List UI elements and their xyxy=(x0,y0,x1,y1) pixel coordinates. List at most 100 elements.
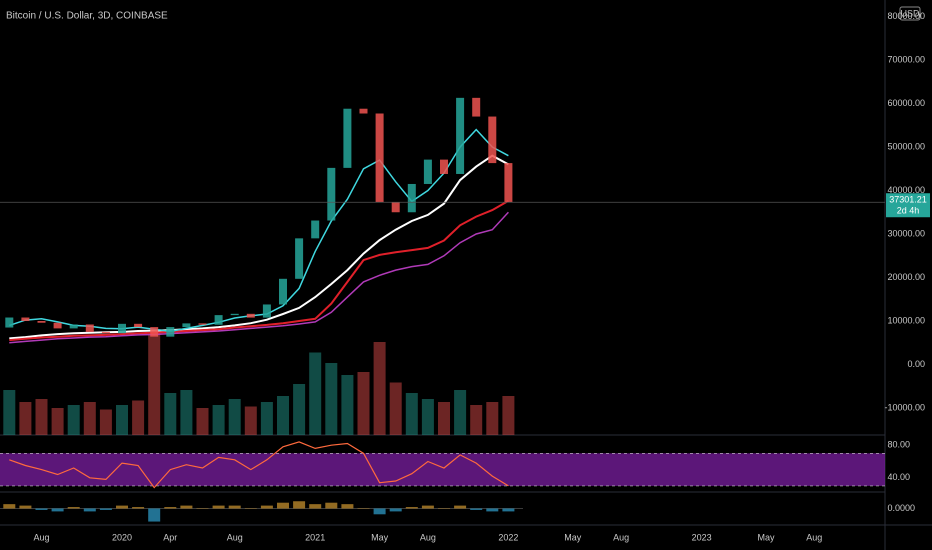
volume-bar xyxy=(180,390,193,435)
candle xyxy=(375,113,384,203)
volume-bar xyxy=(389,382,402,435)
x-tick-label: May xyxy=(371,532,389,542)
macd-bar xyxy=(389,508,402,512)
candle xyxy=(488,116,497,164)
volume-bar xyxy=(421,399,434,435)
macd-bar xyxy=(277,502,289,509)
volume-bar xyxy=(228,399,241,435)
x-tick-label: 2023 xyxy=(692,532,712,542)
x-tick-label: Aug xyxy=(420,532,436,542)
macd-bar xyxy=(212,505,225,509)
y-tick-label: 70000.00 xyxy=(887,54,925,64)
macd-bar xyxy=(148,508,161,522)
macd-bar xyxy=(293,501,306,509)
candle xyxy=(69,324,78,329)
macd-bar xyxy=(357,508,370,509)
moving-average xyxy=(9,200,509,342)
x-tick-label: Apr xyxy=(163,532,177,542)
x-tick-label: 2022 xyxy=(498,532,518,542)
candle xyxy=(37,321,46,323)
x-tick-label: Aug xyxy=(613,532,629,542)
candle xyxy=(327,167,336,221)
macd-bar xyxy=(502,508,515,512)
volume-bar xyxy=(116,405,128,435)
x-tick-label: Aug xyxy=(227,532,243,542)
candle xyxy=(262,304,271,318)
candle xyxy=(85,324,94,332)
candle xyxy=(118,323,126,334)
y-tick-label: 10000.00 xyxy=(887,315,925,325)
macd-bar xyxy=(486,508,499,512)
volume-bar xyxy=(405,393,418,435)
macd-bar xyxy=(164,507,177,509)
moving-average xyxy=(9,154,509,340)
volume-bar xyxy=(51,408,64,435)
y-tick-label: 20000.00 xyxy=(887,272,925,282)
volume-bar xyxy=(132,400,145,435)
volume-bar xyxy=(277,396,289,435)
volume-bar xyxy=(260,402,273,435)
volume-bar xyxy=(19,402,32,435)
volume-bar xyxy=(244,406,257,435)
macd-bar xyxy=(3,504,16,509)
macd-bar xyxy=(438,508,450,509)
candle xyxy=(407,183,416,213)
volume-bar xyxy=(164,393,177,435)
macd-bar xyxy=(228,505,241,509)
y-tick-label: 60000.00 xyxy=(887,98,925,108)
volume-bar xyxy=(357,372,370,435)
macd-bar xyxy=(196,508,209,509)
rsi-band xyxy=(0,453,885,486)
volume-bar xyxy=(325,363,338,435)
macd-bar xyxy=(373,508,386,515)
volume-bar xyxy=(454,390,467,435)
volume-bar xyxy=(35,399,48,435)
macd-bar xyxy=(132,507,145,509)
volume-bar xyxy=(373,342,386,435)
currency-label[interactable]: USD xyxy=(900,8,920,18)
macd-bar xyxy=(325,502,338,509)
macd-tick-label: 0.0000 xyxy=(887,503,915,513)
candle xyxy=(5,317,14,328)
x-tick-label: 2020 xyxy=(112,532,132,542)
candle xyxy=(456,97,465,174)
currency-button[interactable] xyxy=(899,6,921,21)
x-tick-label: Aug xyxy=(33,532,49,542)
candle xyxy=(101,331,110,334)
volume-bar xyxy=(196,408,209,435)
y-tick-label: 40000.00 xyxy=(887,185,925,195)
y-tick-label: 0.00 xyxy=(907,359,925,369)
y-tick-label: 30000.00 xyxy=(887,228,925,238)
candle xyxy=(359,108,368,114)
rsi-tick-label: 40.00 xyxy=(887,472,910,482)
y-tick-label: 80000.00 xyxy=(887,11,925,21)
volume-bar xyxy=(67,405,80,435)
candle xyxy=(472,97,481,117)
macd-bar xyxy=(341,504,354,509)
volume-bar xyxy=(341,375,354,435)
volume-bar xyxy=(212,405,225,435)
macd-bar xyxy=(260,505,273,509)
candle xyxy=(311,220,320,239)
x-tick-label: Aug xyxy=(806,532,822,542)
candle xyxy=(246,313,255,318)
volume-bar xyxy=(148,333,161,435)
x-tick-label: May xyxy=(757,532,775,542)
countdown-label: 2d 4h xyxy=(897,206,920,216)
x-tick-label: May xyxy=(564,532,582,542)
volume-bar xyxy=(438,402,450,435)
macd-bar xyxy=(470,508,483,510)
macd-bar xyxy=(19,505,32,509)
volume-bar xyxy=(486,402,499,435)
volume-bar xyxy=(502,396,515,435)
chart-title: Bitcoin / U.S. Dollar, 3D, COINBASE xyxy=(6,11,168,22)
candle xyxy=(230,313,239,316)
candle xyxy=(182,323,191,328)
y-tick-label: 50000.00 xyxy=(887,141,925,151)
candle xyxy=(150,327,159,337)
macd-bar xyxy=(244,508,257,509)
last-price-box xyxy=(886,193,930,218)
candle xyxy=(295,238,304,279)
candle xyxy=(214,315,223,325)
candle xyxy=(198,323,207,325)
